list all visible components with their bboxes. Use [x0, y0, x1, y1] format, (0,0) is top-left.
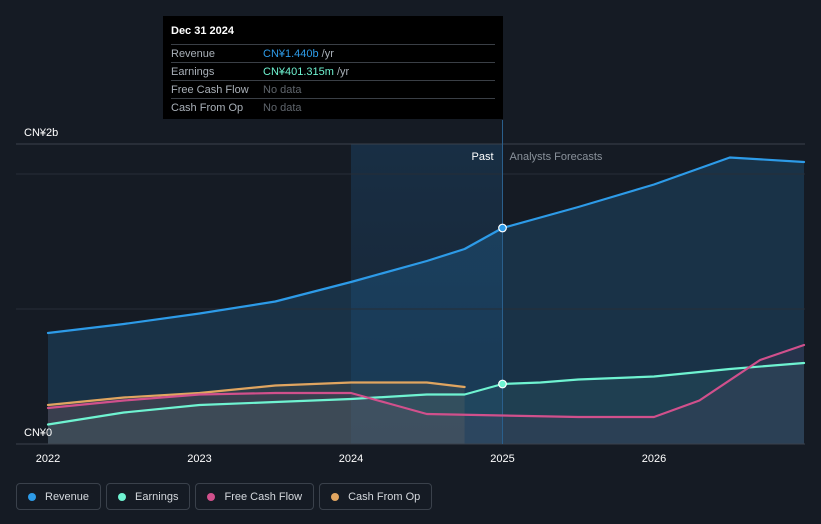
- tooltip-value: No data: [263, 83, 302, 96]
- tooltip-unit: /yr: [336, 65, 350, 78]
- legend-label: Earnings: [135, 490, 179, 503]
- x-tick-label: 2026: [642, 453, 666, 465]
- x-tick-label: 2025: [490, 453, 514, 465]
- tooltip-value: CN¥401.315m: [263, 65, 334, 78]
- free-cash-flow-area: [48, 345, 804, 444]
- revenue-line: [46, 156, 806, 335]
- tooltip-value: CN¥1.440b: [263, 47, 319, 60]
- tooltip-date: Dec 31 2024: [171, 25, 234, 37]
- x-tick-label: 2023: [187, 453, 211, 465]
- x-tick-label: 2024: [339, 453, 363, 465]
- x-tick-label: 2022: [36, 453, 60, 465]
- legend-label: Revenue: [45, 490, 90, 503]
- tooltip-row-earnings: Earnings CN¥401.315m /yr: [171, 62, 495, 80]
- earnings-line: [46, 361, 806, 426]
- tooltip-row-cash-from-op: Cash From Op No data: [171, 98, 495, 116]
- earnings-area: [48, 363, 804, 444]
- revenue-marker: [498, 223, 507, 233]
- tooltip-unit: /yr: [321, 47, 334, 60]
- tooltip: Dec 31 2024 Revenue CN¥1.440b /yr Earnin…: [163, 16, 503, 119]
- cash-from-op-dot-icon: [331, 492, 340, 501]
- tooltip-label: Free Cash Flow: [171, 83, 249, 96]
- tooltip-row-revenue: Revenue CN¥1.440b /yr: [171, 44, 495, 62]
- legend-label: Cash From Op: [348, 490, 421, 503]
- revenue-area: [48, 157, 804, 444]
- y-tick-label-top: CN¥2b: [24, 127, 58, 139]
- tooltip-value: No data: [263, 101, 302, 114]
- free-cash-flow-line: [46, 343, 806, 419]
- tooltip-label: Cash From Op: [171, 101, 244, 114]
- legend-item-cash-from-op[interactable]: Cash From Op: [319, 483, 433, 510]
- free-cash-flow-dot-icon: [207, 492, 216, 501]
- past-label: Past: [471, 151, 493, 163]
- tooltip-row-free-cash-flow: Free Cash Flow No data: [171, 80, 495, 98]
- legend-item-free-cash-flow[interactable]: Free Cash Flow: [195, 483, 315, 510]
- legend-label: Free Cash Flow: [224, 490, 303, 503]
- legend: Revenue Earnings Free Cash Flow Cash Fro…: [16, 483, 433, 510]
- earnings-marker: [498, 379, 507, 389]
- legend-item-earnings[interactable]: Earnings: [106, 483, 191, 510]
- y-tick-label-bottom: CN¥0: [24, 427, 52, 439]
- tooltip-label: Revenue: [171, 47, 216, 60]
- cash-from-op-line: [46, 381, 466, 407]
- legend-item-revenue[interactable]: Revenue: [16, 483, 102, 510]
- tooltip-label: Earnings: [171, 65, 215, 78]
- earnings-dot-icon: [118, 492, 127, 501]
- forecast-label: Analysts Forecasts: [510, 151, 603, 163]
- revenue-dot-icon: [28, 492, 36, 501]
